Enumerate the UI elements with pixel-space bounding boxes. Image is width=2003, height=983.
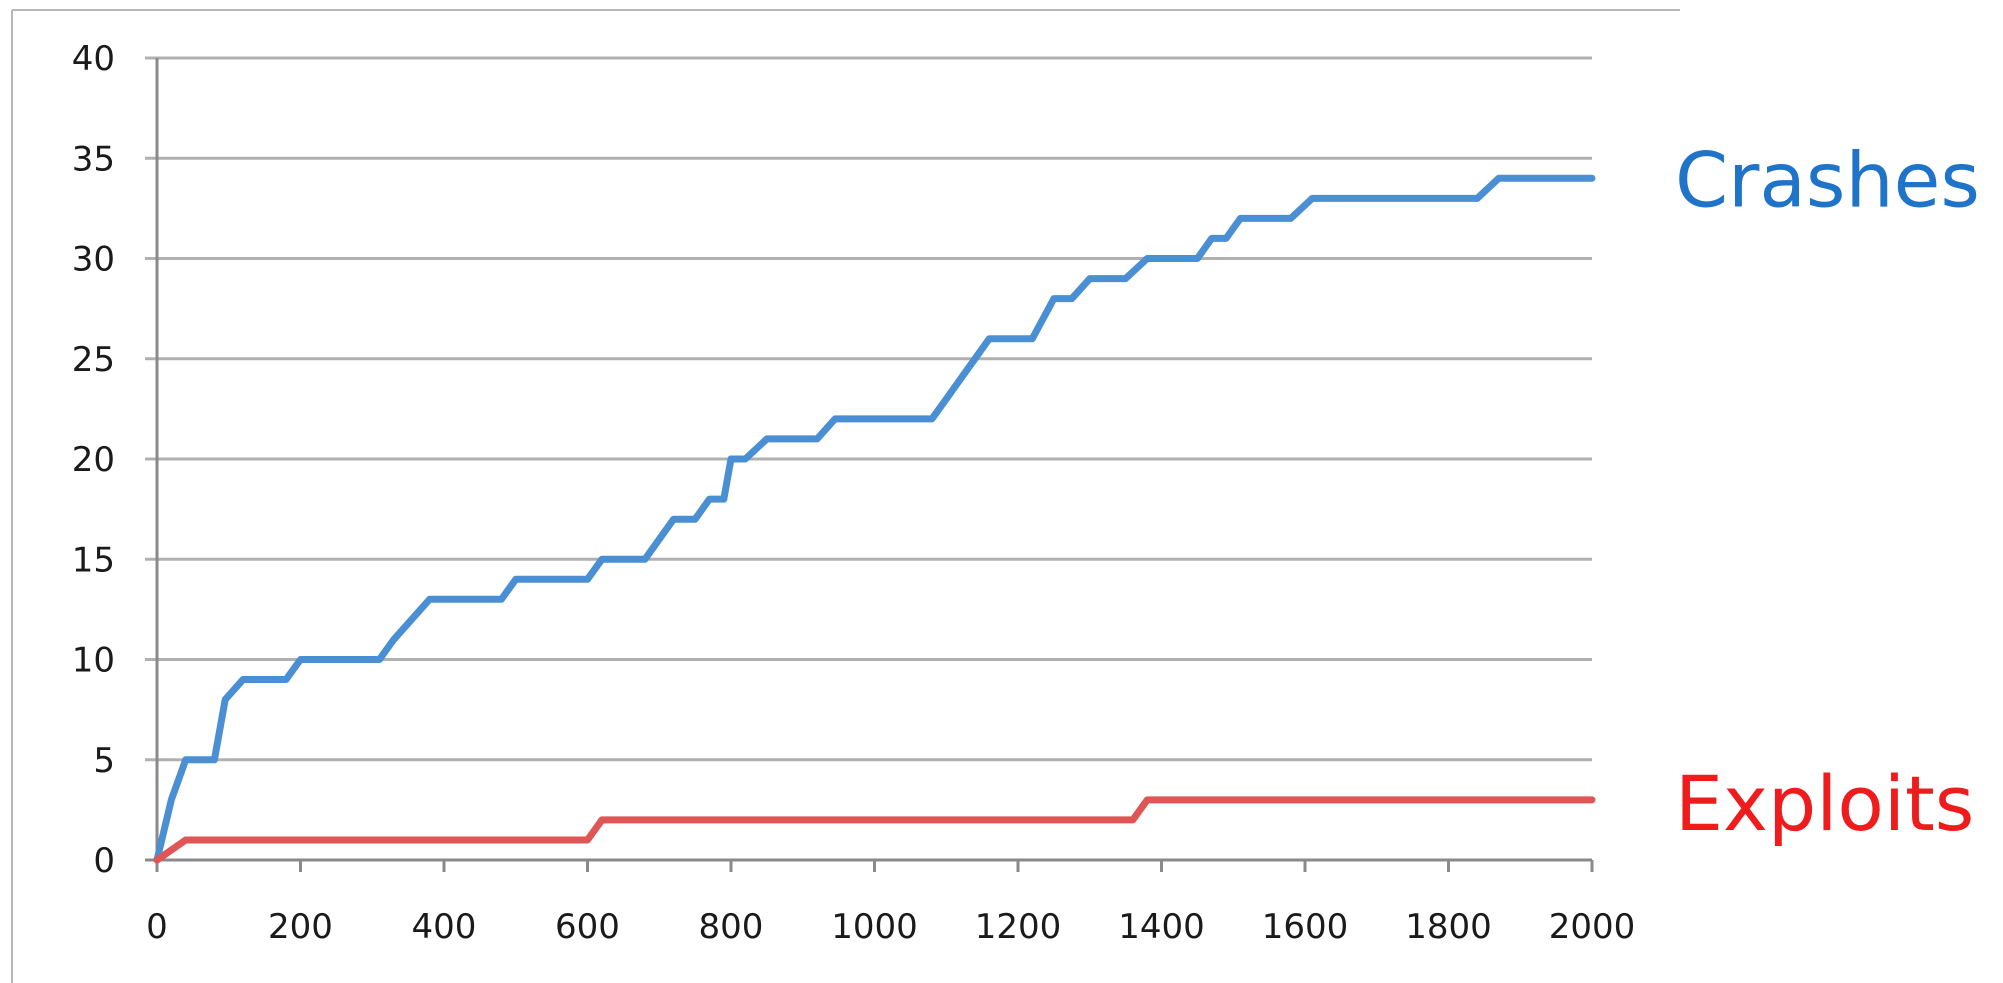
y-tick-label: 5 — [93, 741, 115, 781]
x-tick-label: 400 — [412, 907, 477, 947]
y-tick-label: 15 — [72, 540, 115, 580]
x-tick-label: 1400 — [1118, 907, 1205, 947]
x-tick-label: 1200 — [975, 907, 1062, 947]
x-tick-label: 0 — [146, 907, 168, 947]
x-tick-label: 1800 — [1405, 907, 1492, 947]
series-label-crashes: Crashes — [1675, 135, 1980, 224]
x-tick-label: 600 — [555, 907, 620, 947]
y-tick-label: 30 — [72, 240, 115, 280]
x-tick-label: 1000 — [831, 907, 918, 947]
y-tick-label: 25 — [72, 340, 115, 380]
series-label-exploits: Exploits — [1675, 759, 1974, 848]
series-lines — [153, 174, 1596, 864]
y-tick-label: 10 — [72, 641, 115, 681]
y-tick-label: 0 — [93, 841, 115, 881]
x-tick-label: 2000 — [1549, 907, 1636, 947]
x-tick-label: 200 — [268, 907, 333, 947]
y-tick-label: 35 — [72, 139, 115, 179]
chart-frame — [11, 9, 1680, 983]
series-line-crashes — [153, 174, 1596, 864]
series-labels: Crashes Exploits — [1675, 135, 1980, 848]
y-tick-label: 20 — [72, 440, 115, 480]
x-tick-label: 800 — [699, 907, 764, 947]
x-tick-label: 1600 — [1262, 907, 1349, 947]
y-tick-label: 40 — [72, 39, 115, 79]
series-line-exploits — [153, 796, 1596, 864]
gridlines — [145, 56, 1592, 762]
